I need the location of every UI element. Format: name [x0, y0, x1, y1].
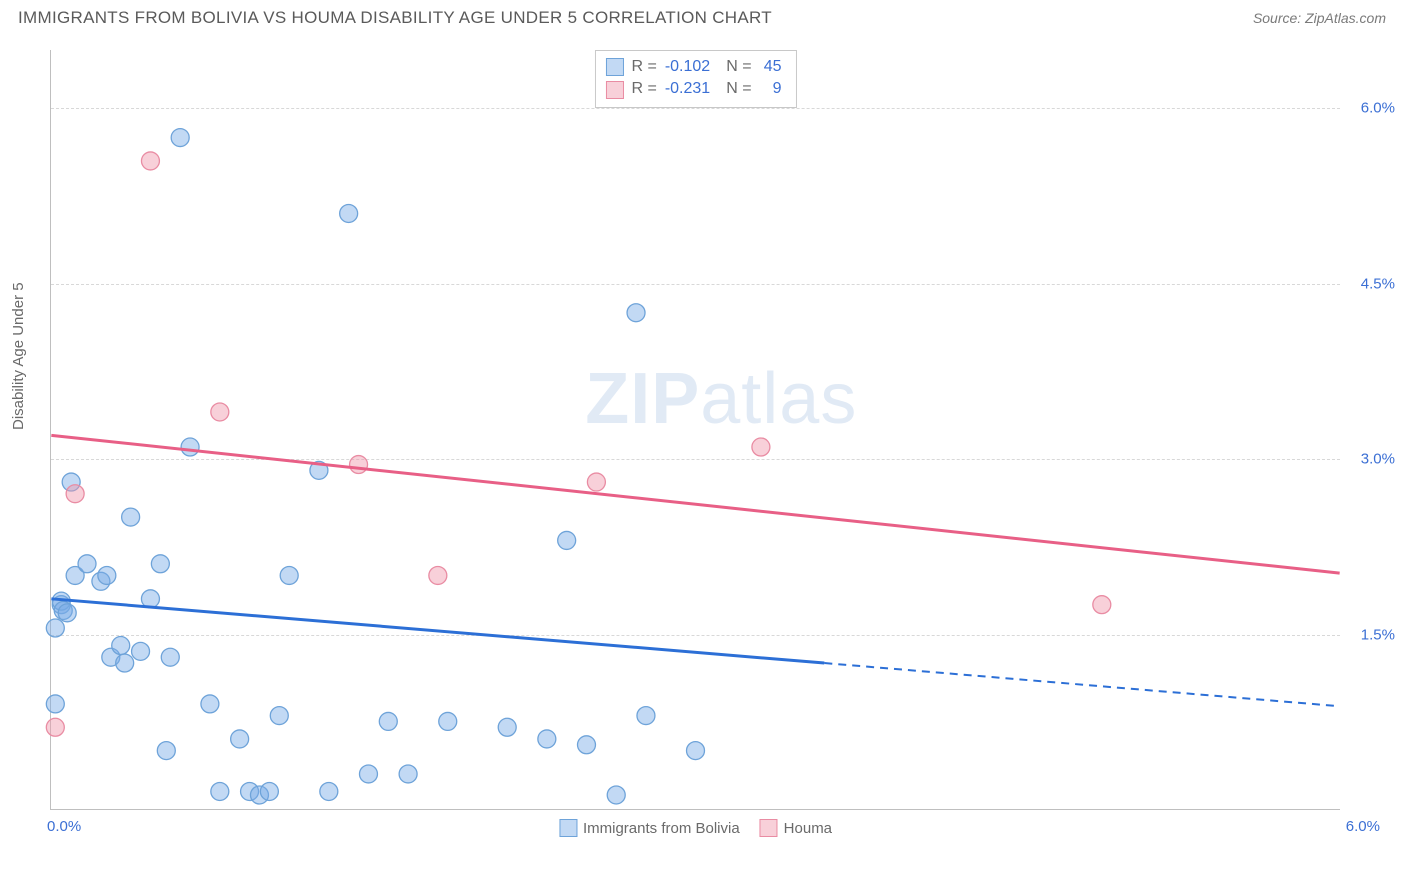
data-point — [161, 648, 179, 666]
data-point — [687, 742, 705, 760]
data-point — [280, 566, 298, 584]
data-point — [578, 736, 596, 754]
data-point — [320, 782, 338, 800]
data-point — [607, 786, 625, 804]
data-point — [231, 730, 249, 748]
data-point — [399, 765, 417, 783]
chart-area: 1.5%3.0%4.5%6.0% 0.0% 6.0% ZIPatlas R = … — [50, 50, 1340, 810]
stats-row-houma: R = -0.231 N = 9 — [605, 78, 781, 100]
data-point — [538, 730, 556, 748]
y-axis-label: Disability Age Under 5 — [10, 282, 27, 430]
data-point — [752, 438, 770, 456]
data-point — [439, 712, 457, 730]
legend-swatch-icon — [760, 819, 778, 837]
data-point — [46, 695, 64, 713]
data-point — [141, 152, 159, 170]
data-point — [157, 742, 175, 760]
data-point — [270, 707, 288, 725]
data-point — [151, 555, 169, 573]
x-tick-min: 0.0% — [47, 818, 81, 835]
data-point — [66, 485, 84, 503]
legend-swatch-houma — [605, 81, 623, 99]
data-point — [78, 555, 96, 573]
data-point — [1093, 596, 1111, 614]
data-point — [201, 695, 219, 713]
source-attribution: Source: ZipAtlas.com — [1253, 10, 1386, 26]
bottom-legend: Immigrants from Bolivia Houma — [559, 819, 832, 837]
stats-row-bolivia: R = -0.102 N = 45 — [605, 56, 781, 78]
data-point — [498, 718, 516, 736]
legend-item-bolivia: Immigrants from Bolivia — [559, 819, 740, 837]
data-point — [116, 654, 134, 672]
scatter-plot — [51, 50, 1340, 809]
data-point — [46, 718, 64, 736]
data-point — [340, 204, 358, 222]
data-point — [98, 566, 116, 584]
data-point — [350, 456, 368, 474]
data-point — [171, 129, 189, 147]
y-tick-label: 1.5% — [1345, 626, 1395, 643]
data-point — [122, 508, 140, 526]
y-tick-label: 3.0% — [1345, 451, 1395, 468]
x-tick-max: 6.0% — [1346, 818, 1380, 835]
data-point — [181, 438, 199, 456]
data-point — [359, 765, 377, 783]
data-point — [211, 403, 229, 421]
data-point — [132, 642, 150, 660]
y-tick-label: 6.0% — [1345, 100, 1395, 117]
legend-label: Immigrants from Bolivia — [583, 820, 740, 837]
data-point — [587, 473, 605, 491]
chart-title: IMMIGRANTS FROM BOLIVIA VS HOUMA DISABIL… — [18, 8, 772, 28]
stats-legend-box: R = -0.102 N = 45 R = -0.231 N = 9 — [594, 50, 796, 108]
data-point — [112, 637, 130, 655]
trend-line — [51, 435, 1339, 573]
data-point — [379, 712, 397, 730]
data-point — [46, 619, 64, 637]
data-point — [260, 782, 278, 800]
legend-label: Houma — [784, 820, 832, 837]
legend-swatch-icon — [559, 819, 577, 837]
data-point — [558, 531, 576, 549]
legend-item-houma: Houma — [760, 819, 832, 837]
data-point — [58, 604, 76, 622]
data-point — [211, 782, 229, 800]
data-point — [627, 304, 645, 322]
legend-swatch-bolivia — [605, 58, 623, 76]
trend-line — [824, 663, 1339, 706]
data-point — [429, 566, 447, 584]
data-point — [637, 707, 655, 725]
y-tick-label: 4.5% — [1345, 275, 1395, 292]
